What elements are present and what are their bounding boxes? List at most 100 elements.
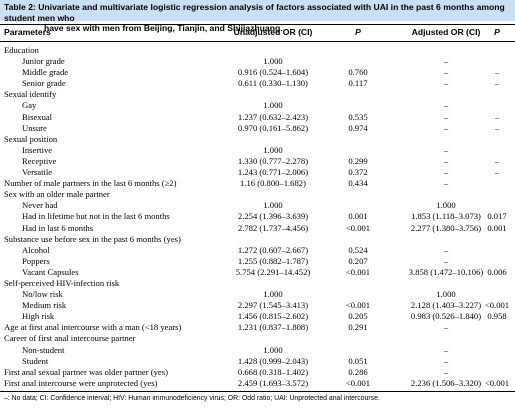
row-adjusted-or: – [443,178,449,189]
table-row: Junior grade 1.000 – [0,56,515,67]
row-label: Receptive [22,155,57,166]
row-p-adjusted: – [494,122,500,133]
row-p-unadjusted: <0.001 [345,300,371,311]
table-row: No/low risk 1.000 1.000 [0,289,515,300]
row-label: Non-student [22,344,65,355]
table-row: Sexual position [0,134,515,145]
row-p-adjusted: <0.001 [484,300,510,311]
row-label: Age at first anal intercourse with a man… [4,322,182,333]
row-p-unadjusted: <0.001 [345,266,371,277]
row-unadjusted-or: 1.456 (0.815–2.602) [237,311,309,322]
row-label: Versatile [22,167,53,178]
table-footnote: –: No data; CI: Confidence interval; HIV… [4,395,380,402]
row-unadjusted-or: 5.754 (2.291–14.452) [235,266,311,277]
row-unadjusted-or: 1.272 (0.607–2.667) [237,244,309,255]
row-label: Never had [22,200,58,211]
row-unadjusted-or: 1.000 [263,200,283,211]
row-adjusted-or: 2.277 (1.380–3.756) [410,222,482,233]
table-row: Age at first anal intercourse with a man… [0,322,515,333]
row-label: Gay [22,100,37,111]
header-adjusted-or: Adjusted OR (CI) [411,27,481,37]
table-row: Never had 1.000 1.000 [0,200,515,211]
row-adjusted-or: – [443,366,449,377]
table-row: Insertive 1.000 – [0,145,515,156]
row-unadjusted-or: 0.611 (0.330–1.130) [238,78,308,89]
table-row: Medium risk 2.297 (1.545–3.413) <0.001 2.12… [0,300,515,311]
row-label: Insertive [22,144,53,155]
table-row: Career of first anal intercourse partner [0,333,515,344]
table-row: Vacant Capsules 5.754 (2.291–14.452) <0.00… [0,267,515,278]
row-p-adjusted: – [494,111,500,122]
table-row: First anal intercourse were unprotected … [0,378,515,389]
row-label: Student [22,355,49,366]
row-p-adjusted: 0.006 [487,266,507,277]
header-parameters: Parameters [4,27,51,37]
table-body: Education Junior grade 1.000 – Middle grade 0… [0,45,515,389]
row-p-unadjusted: 0.051 [348,355,368,366]
row-unadjusted-or: 0.916 (0.524–1.604) [237,67,309,78]
row-adjusted-or: – [443,67,449,78]
table-row: Senior grade 0.611 (0.330–1.130) 0.117 – – [0,78,515,89]
row-label: Sexual position [4,133,58,144]
row-p-adjusted: <0.001 [484,377,510,388]
row-label: High risk [22,311,55,322]
row-p-unadjusted: <0.001 [345,377,371,388]
row-p-adjusted: 0.017 [487,211,507,222]
row-p-unadjusted: <0.001 [345,222,371,233]
row-p-adjusted: – [494,155,500,166]
table-row: Had in lifetime but not in the last 6 mo… [0,211,515,222]
table-bottom-rule [0,391,515,392]
row-p-unadjusted: 0.524 [348,244,368,255]
row-p-unadjusted: 0.286 [348,366,368,377]
header-unadjusted-or: Unadjusted OR (CI) [233,27,313,37]
row-label: Vacant Capsules [22,266,79,277]
row-unadjusted-or: 2.459 (1.693–3.572) [237,377,309,388]
row-adjusted-or: – [443,344,449,355]
row-adjusted-or: 1.000 [436,200,456,211]
row-adjusted-or: – [443,167,449,178]
row-unadjusted-or: 0.668 (0.318–1.402) [237,366,309,377]
table-row: Alcohol 1.272 (0.607–2.667) 0.524 – [0,245,515,256]
row-adjusted-or: – [443,111,449,122]
row-label: Had in lifetime but not in the last 6 mo… [22,211,170,222]
row-adjusted-or: – [443,244,449,255]
caption-line-1: Table 2: Univariate and multivariate log… [4,2,505,23]
table-row: Student 1.428 (0.999–2.043) 0.051 – [0,356,515,367]
row-p-adjusted: – [494,67,500,78]
row-adjusted-or: – [443,255,449,266]
row-p-adjusted: – [494,78,500,89]
row-p-unadjusted: 0.760 [348,67,368,78]
table-row: Poppers 1.255 (0.882–1.787) 0.207 – [0,256,515,267]
row-label: Sex with an older male partner [4,189,110,200]
row-adjusted-or: 3.858 (1.472–10.106) [408,266,484,277]
row-label: Alcohol [22,244,50,255]
row-label: Had in last 6 months [22,222,94,233]
row-label: Junior grade [22,56,65,67]
row-unadjusted-or: 2.782 (1.737–4.456) [237,222,309,233]
table-row: Gay 1.000 – [0,100,515,111]
row-adjusted-or: – [443,78,449,89]
table-caption: Table 2: Univariate and multivariate log… [0,0,515,33]
row-label: Education [4,45,39,55]
table-row: Education [0,45,515,56]
table-row: Self-perceived HIV-infection risk [0,278,515,289]
row-label: No/low risk [22,289,63,300]
row-unadjusted-or: 1.16 (0.800–1.682) [240,178,306,189]
row-unadjusted-or: 1.000 [263,100,283,111]
row-unadjusted-or: 1.237 (0.632–2.423) [237,111,309,122]
row-p-unadjusted: 0.205 [348,311,368,322]
row-p-unadjusted: 0.117 [348,78,368,89]
row-label: First anal intercourse were unprotected … [4,377,158,388]
table-row: Bisexual 1.237 (0.632–2.423) 0.535 – – [0,112,515,123]
row-adjusted-or: – [443,122,449,133]
row-label: Poppers [22,255,50,266]
row-p-unadjusted: 0.974 [348,122,368,133]
row-label: Senior grade [22,78,66,89]
row-unadjusted-or: 2.254 (1.396–3.639) [237,211,309,222]
row-unadjusted-or: 1.000 [263,289,283,300]
row-p-adjusted: – [494,167,500,178]
row-label: Self-perceived HIV-infection risk [4,277,120,288]
header-p-unadjusted: P [355,27,361,37]
table-row: First anal sexual partner was older part… [0,367,515,378]
row-adjusted-or: 1.853 (1.118–3.073) [411,211,481,222]
